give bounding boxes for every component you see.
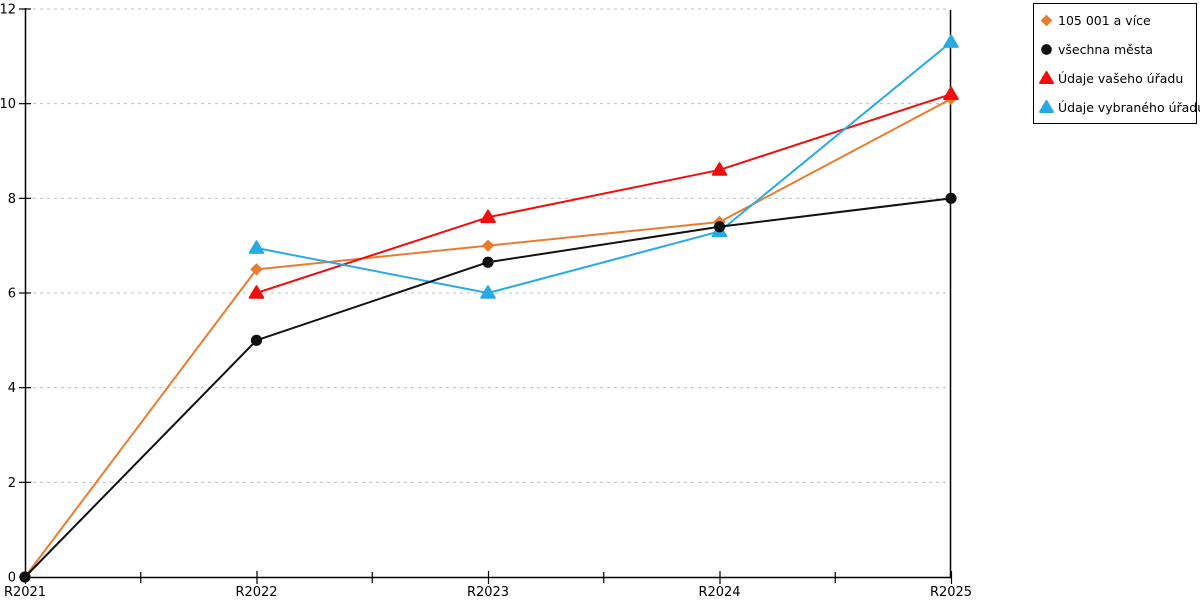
diamond-marker [1040,14,1053,26]
series-line [256,93,952,294]
triangle-marker [480,285,496,299]
circle-legend-icon [1041,43,1052,55]
x-tick-label: R2021 [4,585,46,600]
legend-label: Údaje vybraného úřadu [1058,99,1200,115]
x-tick-label: R2022 [235,585,277,600]
y-tick-label: 10 [0,97,16,112]
triangle-marker [248,285,265,299]
circle-marker [1041,43,1052,55]
circle-marker [19,571,31,583]
x-tick-label: R2024 [698,585,740,600]
legend-label: 105 001 a více [1058,12,1151,28]
series-line [24,98,952,578]
y-tick-label: 12 [0,3,16,18]
chart-legend: 105 001 a více všechna města Údaje vašeho … [1033,3,1200,124]
diamond-marker [250,263,263,276]
circle-marker [713,221,726,233]
y-tick-label: 6 [8,287,16,302]
legend-item: 105 001 a více [1039,6,1196,35]
circle-marker [482,256,494,268]
legend-label: Údaje vašeho úřadu [1058,70,1184,86]
legend-item: všechna města [1039,35,1196,64]
triangle-legend-icon [1039,70,1054,84]
y-tick-label: 0 [8,571,16,586]
triangle-marker [480,209,496,224]
y-tick-label: 2 [8,476,16,491]
diamond-marker [481,239,495,252]
legend-item: Údaje vašeho úřadu [1039,64,1196,93]
triangle-marker [1039,99,1054,113]
x-tick-label: R2023 [467,585,509,600]
series-line [256,41,952,295]
y-tick-label: 4 [8,381,16,396]
circle-marker [250,334,263,346]
triangle-legend-icon [1039,99,1054,113]
x-tick-label: R2025 [930,585,972,600]
triangle-marker [248,240,265,254]
triangle-marker [943,34,959,48]
triangle-marker [943,86,959,101]
triangle-marker [1039,70,1054,84]
circle-marker [945,192,957,204]
triangle-marker [711,162,728,176]
y-tick-label: 8 [8,192,16,207]
legend-item: Údaje vybraného úřadu [1039,93,1200,122]
diamond-legend-icon [1040,14,1053,26]
legend-label: všechna města [1058,41,1153,57]
